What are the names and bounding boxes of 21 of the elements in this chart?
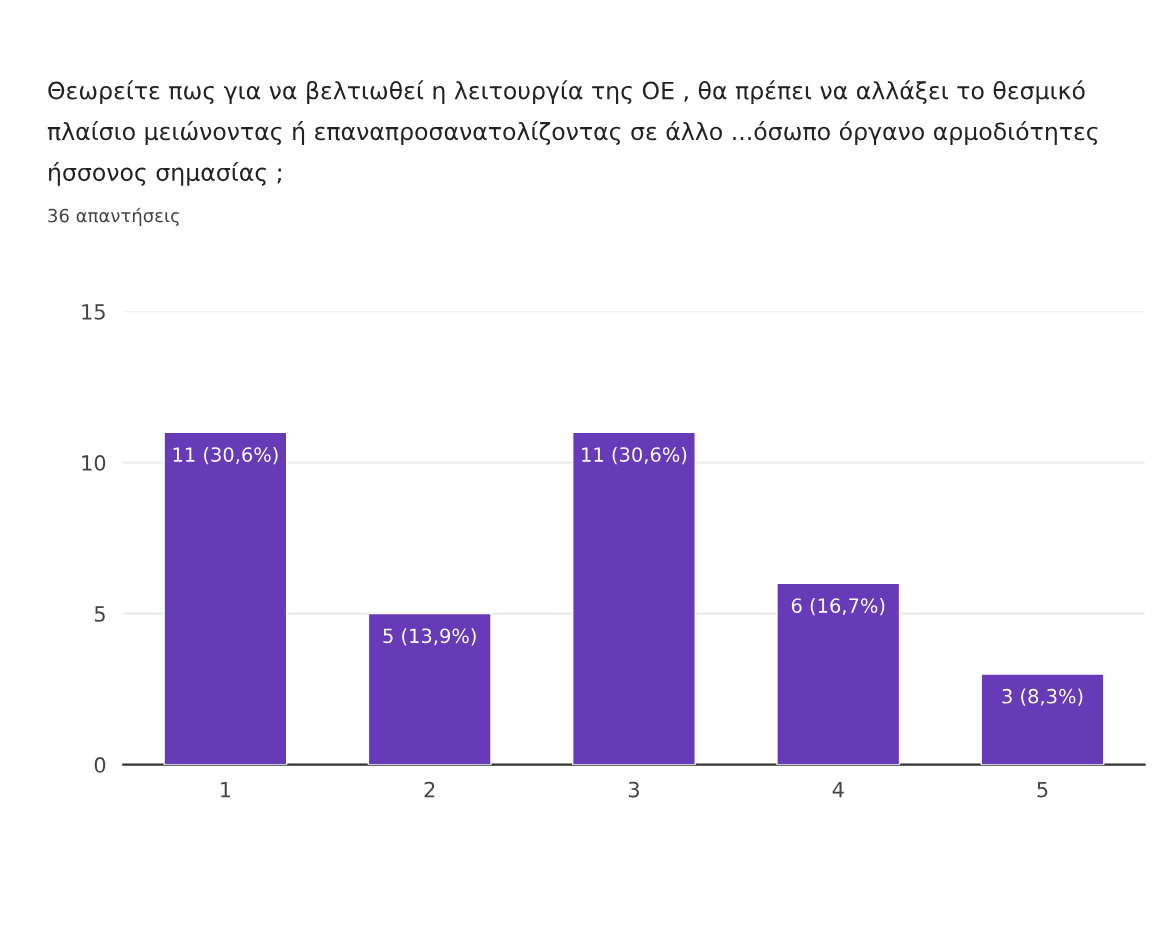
chart-title: Θεωρείτε πως για να βελτιωθεί η λειτουργία της ΟΕ , θα πρέπει να αλλάξει το θεσμικό πλαίσιο μειώνοντας ή επαναπροσανατολίζοντας σε άλλο ...όσωπο όργανο αρμοδιότητες ήσσονος σημασίας ; xyxy=(47,80,1098,186)
x-tick-label: 1 xyxy=(221,781,231,798)
data-label: 11 (30,6%) xyxy=(173,446,278,465)
data-label: 6 (16,7%) xyxy=(791,597,885,616)
chart-subtitle: 36 απαντήσεις xyxy=(48,207,179,226)
bar xyxy=(776,582,901,765)
y-tick-label: 15 xyxy=(82,304,105,320)
x-tick-label: 2 xyxy=(424,781,435,798)
x-tick-label: 5 xyxy=(1037,781,1048,798)
bar xyxy=(367,612,492,765)
y-tick-label: 10 xyxy=(82,455,106,471)
bar xyxy=(163,431,288,765)
x-tick-label: 4 xyxy=(832,781,844,798)
data-label: 5 (13,9%) xyxy=(383,628,476,646)
y-tick-label: 5 xyxy=(94,606,105,622)
data-label: 11 (30,6%) xyxy=(582,446,687,465)
x-tick-label: 3 xyxy=(628,781,639,798)
data-label: 3 (8,3%) xyxy=(1002,688,1083,706)
bar xyxy=(980,673,1105,765)
y-tick-label: 0 xyxy=(94,757,106,773)
bar xyxy=(571,431,696,765)
